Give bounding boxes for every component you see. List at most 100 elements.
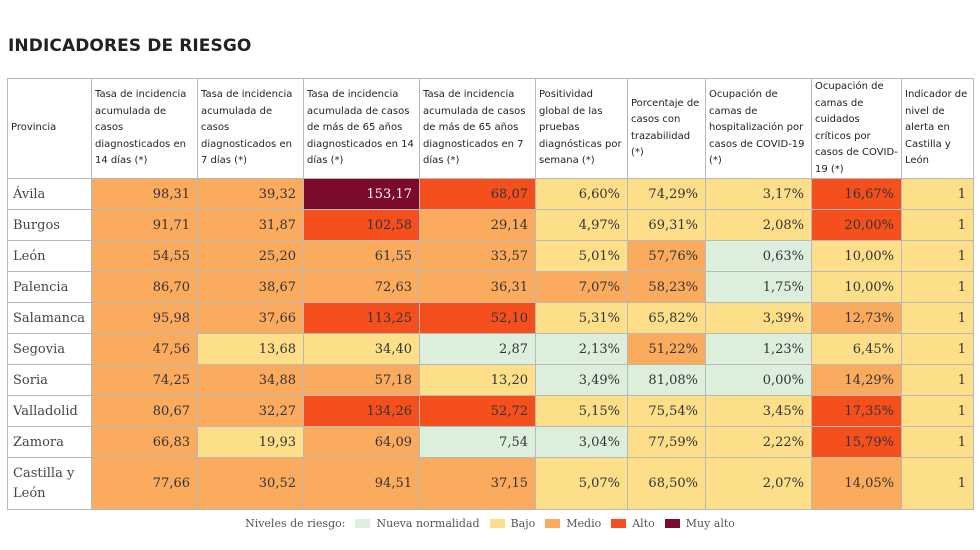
table-row: Zamora 66,83 19,93 64,09 7,54 3,04% 77,59% 2,22…	[7, 426, 974, 458]
value-cell: 1	[901, 364, 974, 396]
province-cell: León	[7, 240, 92, 272]
value-cell: 1	[901, 178, 974, 210]
value-cell: 0,00%	[705, 364, 812, 396]
value-cell: 58,23%	[627, 271, 706, 303]
value-cell: 13,20	[419, 364, 536, 396]
value-cell: 5,07%	[535, 457, 628, 510]
value-cell: 68,07	[419, 178, 536, 210]
column-header: Positividad global de las pruebas diagnó…	[535, 78, 628, 179]
value-cell: 1,23%	[705, 333, 812, 365]
value-cell: 38,67	[197, 271, 304, 303]
value-cell: 3,45%	[705, 395, 812, 427]
value-cell: 65,82%	[627, 302, 706, 334]
value-cell: 32,27	[197, 395, 304, 427]
legend-label: Medio	[566, 517, 602, 530]
value-cell: 77,66	[91, 457, 198, 510]
value-cell: 10,00%	[811, 240, 902, 272]
value-cell: 39,32	[197, 178, 304, 210]
value-cell: 13,68	[197, 333, 304, 365]
value-cell: 68,50%	[627, 457, 706, 510]
column-header: Indicador de nivel de alerta en Castilla…	[901, 78, 974, 179]
value-cell: 3,49%	[535, 364, 628, 396]
value-cell: 14,05%	[811, 457, 902, 510]
value-cell: 75,54%	[627, 395, 706, 427]
legend-swatch	[545, 519, 561, 528]
table-row: Palencia 86,70 38,67 72,63 36,31 7,07% 58,23% 1…	[7, 271, 974, 303]
value-cell: 31,87	[197, 209, 304, 241]
value-cell: 1	[901, 271, 974, 303]
value-cell: 72,63	[303, 271, 420, 303]
province-cell: Palencia	[7, 271, 92, 303]
value-cell: 1	[901, 240, 974, 272]
legend-item-alto: Alto	[611, 517, 655, 530]
value-cell: 52,10	[419, 302, 536, 334]
value-cell: 1	[901, 395, 974, 427]
column-header: Ocupación de camas de cuidados críticos …	[811, 78, 902, 179]
value-cell: 64,09	[303, 426, 420, 458]
table-body: Ávila 98,31 39,32 153,17 68,07 6,60% 74,29% 3,1…	[7, 178, 974, 510]
value-cell: 1	[901, 209, 974, 241]
value-cell: 5,01%	[535, 240, 628, 272]
page-title: INDICADORES DE RIESGO	[8, 36, 252, 56]
table-row: Castilla y León 77,66 30,52 94,51 37,15 5,07%…	[7, 457, 974, 510]
legend-label: Bajo	[510, 517, 536, 530]
value-cell: 113,25	[303, 302, 420, 334]
value-cell: 20,00%	[811, 209, 902, 241]
value-cell: 25,20	[197, 240, 304, 272]
province-cell: Burgos	[7, 209, 92, 241]
column-header: Tasa de incidencia acumulada de casos di…	[91, 78, 198, 179]
value-cell: 57,18	[303, 364, 420, 396]
legend-item-medio: Medio	[545, 517, 601, 530]
table-row: León 54,55 25,20 61,55 33,57 5,01% 57,76% 0,63%…	[7, 240, 974, 272]
value-cell: 34,88	[197, 364, 304, 396]
legend-swatch	[489, 519, 505, 528]
value-cell: 2,13%	[535, 333, 628, 365]
value-cell: 153,17	[303, 178, 420, 210]
value-cell: 0,63%	[705, 240, 812, 272]
value-cell: 5,15%	[535, 395, 628, 427]
value-cell: 2,87	[419, 333, 536, 365]
table-row: Ávila 98,31 39,32 153,17 68,07 6,60% 74,29% 3,1…	[7, 178, 974, 210]
value-cell: 12,73%	[811, 302, 902, 334]
value-cell: 36,31	[419, 271, 536, 303]
legend-label: Muy alto	[685, 517, 735, 530]
value-cell: 30,52	[197, 457, 304, 510]
legend-item-nueva-normalidad: Nueva normalidad	[355, 517, 480, 530]
value-cell: 74,25	[91, 364, 198, 396]
column-header: Provincia	[7, 78, 92, 179]
value-cell: 94,51	[303, 457, 420, 510]
value-cell: 1,75%	[705, 271, 812, 303]
value-cell: 14,29%	[811, 364, 902, 396]
column-header: Tasa de incidencia acumulada de casos de…	[419, 78, 536, 179]
value-cell: 77,59%	[627, 426, 706, 458]
value-cell: 3,17%	[705, 178, 812, 210]
value-cell: 57,76%	[627, 240, 706, 272]
value-cell: 54,55	[91, 240, 198, 272]
table-row: Salamanca 95,98 37,66 113,25 52,10 5,31% 65,82…	[7, 302, 974, 334]
value-cell: 16,67%	[811, 178, 902, 210]
value-cell: 52,72	[419, 395, 536, 427]
value-cell: 66,83	[91, 426, 198, 458]
value-cell: 61,55	[303, 240, 420, 272]
value-cell: 34,40	[303, 333, 420, 365]
column-header: Tasa de incidencia acumulada de casos de…	[303, 78, 420, 179]
risk-legend: Niveles de riesgo: Nueva normalidad Bajo…	[0, 517, 980, 530]
value-cell: 10,00%	[811, 271, 902, 303]
value-cell: 6,45%	[811, 333, 902, 365]
column-header: Tasa de incidencia acumulada de casos di…	[197, 78, 304, 179]
column-header: Ocupación de camas de hospitalización po…	[705, 78, 812, 179]
value-cell: 134,26	[303, 395, 420, 427]
value-cell: 51,22%	[627, 333, 706, 365]
value-cell: 47,56	[91, 333, 198, 365]
value-cell: 37,66	[197, 302, 304, 334]
value-cell: 7,07%	[535, 271, 628, 303]
value-cell: 81,08%	[627, 364, 706, 396]
province-cell: Zamora	[7, 426, 92, 458]
value-cell: 1	[901, 457, 974, 510]
value-cell: 69,31%	[627, 209, 706, 241]
legend-item-muy-alto: Muy alto	[664, 517, 735, 530]
value-cell: 19,93	[197, 426, 304, 458]
legend-title: Niveles de riesgo:	[245, 517, 346, 530]
value-cell: 5,31%	[535, 302, 628, 334]
value-cell: 2,22%	[705, 426, 812, 458]
